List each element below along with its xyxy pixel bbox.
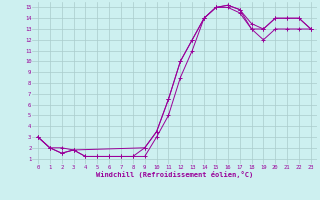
X-axis label: Windchill (Refroidissement éolien,°C): Windchill (Refroidissement éolien,°C) (96, 171, 253, 178)
